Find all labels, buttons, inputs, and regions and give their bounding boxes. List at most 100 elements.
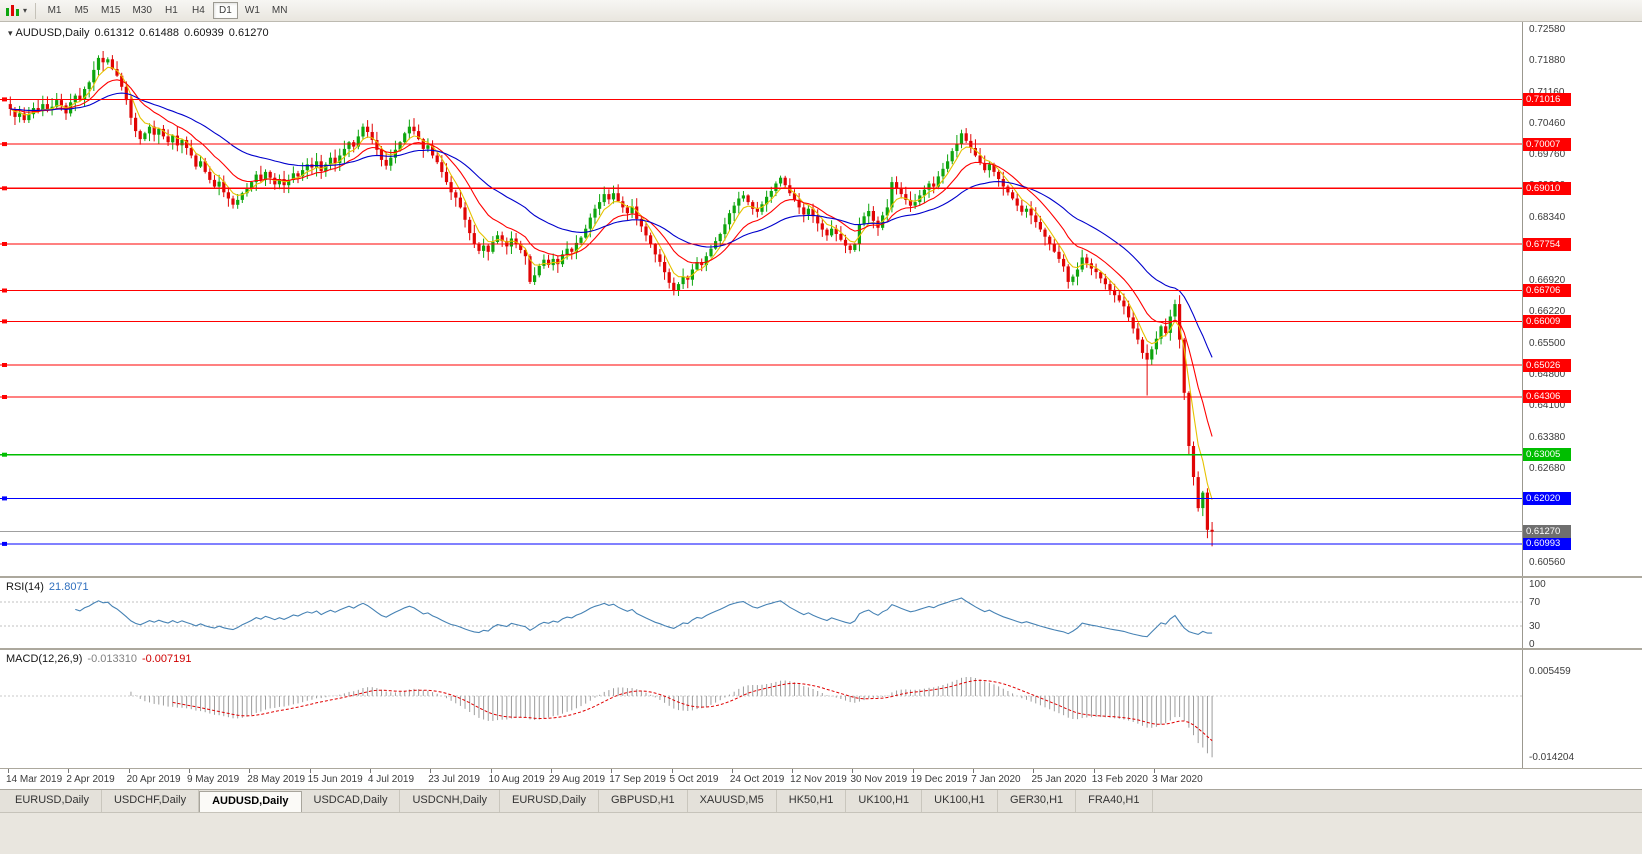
line-handle[interactable] (2, 186, 7, 191)
chart-tab-fra40-h1[interactable]: FRA40,H1 (1076, 790, 1153, 812)
timeframe-buttons: M1 M5 M15 M30 H1 H4 D1 W1 MN (41, 2, 293, 19)
price-badge-0.70007: 0.70007 (1523, 137, 1571, 151)
timeframe-button-d1[interactable]: D1 (212, 2, 238, 19)
chart-tab-ger30-h1[interactable]: GER30,H1 (998, 790, 1077, 812)
chart-tab-bar: EURUSD,Daily USDCHF,Daily AUDUSD,Daily USDC… (0, 789, 1642, 812)
price-axis-label: 0.71160 (1529, 87, 1564, 99)
rsi-axis-label: 70 (1529, 597, 1541, 608)
line-handle[interactable] (2, 319, 7, 324)
time-axis-tick (792, 769, 794, 773)
time-axis-label: 28 May 2019 (247, 774, 306, 785)
time-axis-label: 29 Aug 2019 (548, 774, 606, 785)
timeframe-button-h4[interactable]: H4 (192, 5, 205, 16)
chart-type-icon[interactable] (5, 4, 21, 18)
time-axis-label: 24 Oct 2019 (729, 774, 785, 785)
line-handle[interactable] (2, 142, 7, 147)
line-handle[interactable] (2, 288, 7, 293)
timeframe-button-w1[interactable]: W1 (244, 5, 260, 16)
time-axis[interactable]: 14 Mar 2019 2 Apr 2019 20 Apr 2019 9 May 20… (0, 769, 1522, 789)
price-chart-panel[interactable] (0, 22, 1522, 576)
time-axis-label: 4 Jul 2019 (367, 774, 415, 785)
time-axis-label: 17 Sep 2019 (609, 774, 666, 785)
ohlc-low: 0.60939 (184, 27, 224, 39)
rsi-name: RSI(14) (6, 581, 44, 593)
line-handle[interactable] (2, 496, 7, 501)
line-handle[interactable] (2, 363, 7, 367)
chart-tab-eurusd-daily[interactable]: EURUSD,Daily (500, 790, 599, 812)
rsi-panel[interactable] (0, 578, 1522, 648)
time-axis-tick (430, 769, 432, 773)
time-axis-label: 25 Jan 2020 (1031, 774, 1087, 785)
price-axis-label: 0.72580 (1529, 23, 1566, 35)
price-axis-label: 0.63380 (1529, 432, 1566, 444)
chart-tab-audusd-daily[interactable]: AUDUSD,Daily (199, 791, 302, 812)
timeframe-button-m15[interactable]: M15 (101, 5, 121, 16)
price-axis-label: 0.62680 (1529, 463, 1566, 475)
time-axis-label: 2 Apr 2019 (66, 774, 115, 785)
ohlc-open: 0.61312 (94, 27, 135, 39)
chart-tab-xauusd-m5[interactable]: XAUUSD,M5 (688, 790, 777, 812)
chevron-down-icon[interactable]: ▾ (23, 6, 28, 15)
line-handle[interactable] (2, 242, 7, 246)
toolbar-separator (35, 2, 37, 19)
price-badge-0.65026: 0.65026 (1523, 358, 1571, 372)
timeframe-button-h1[interactable]: H1 (165, 5, 178, 16)
price-badge-0.64306: 0.64306 (1523, 390, 1571, 404)
time-axis-tick (550, 769, 552, 773)
line-handle[interactable] (2, 97, 7, 102)
time-axis-tick (490, 769, 492, 773)
time-axis-tick (973, 769, 975, 773)
time-axis-tick (611, 769, 613, 773)
price-axis-label: 0.66920 (1529, 275, 1566, 287)
rsi-value: 21.8071 (48, 581, 89, 593)
time-axis-label: 5 Oct 2019 (669, 774, 719, 785)
chart-tab-usdcnh-daily[interactable]: USDCNH,Daily (400, 790, 501, 812)
ma-slow-blue-line (10, 92, 1213, 358)
time-axis-tick (188, 769, 190, 773)
price-axis-label: 0.64100 (1529, 400, 1566, 412)
panel-separator-macd[interactable] (0, 648, 1642, 650)
price-badge-0.62020: 0.62020 (1523, 491, 1571, 505)
line-handle[interactable] (2, 395, 7, 399)
price-badge-0.71016: 0.71016 (1523, 92, 1571, 106)
timeframe-button-mn[interactable]: MN (271, 5, 288, 16)
line-handle[interactable] (2, 452, 7, 457)
time-axis-label: 20 Apr 2019 (126, 774, 181, 785)
price-axis-label: 0.65500 (1529, 338, 1566, 350)
time-axis-tick (671, 769, 673, 773)
price-badge-0.66009: 0.66009 (1523, 314, 1571, 328)
chart-tab-gbpusd-h1[interactable]: GBPUSD,H1 (599, 790, 688, 812)
macd-panel[interactable] (0, 650, 1522, 768)
chart-tab-usdchf-daily[interactable]: USDCHF,Daily (102, 790, 200, 812)
time-axis-tick (731, 769, 733, 773)
time-axis-label: 3 Mar 2020 (1152, 774, 1203, 785)
chart-tab-eurusd-daily[interactable]: EURUSD,Daily (3, 790, 102, 812)
price-axis-label: 0.66220 (1529, 306, 1566, 318)
time-axis-tick (369, 769, 371, 773)
chart-tab-usdcad-daily[interactable]: USDCAD,Daily (302, 790, 401, 812)
timeframe-toolbar: ▾ M1 M5 M15 M30 H1 H4 D1 W1 MN (0, 0, 1642, 22)
time-axis-separator (0, 768, 1642, 769)
panel-separator-rsi[interactable] (0, 576, 1642, 578)
timeframe-button-m1[interactable]: M1 (47, 5, 62, 16)
chart-tab-uk100-h1[interactable]: UK100,H1 (922, 790, 998, 812)
price-axis-label: 0.68340 (1529, 212, 1566, 224)
timeframe-button-m30[interactable]: M30 (132, 5, 152, 16)
price-badge-0.60993: 0.60993 (1523, 537, 1571, 551)
macd-axis-min: -0.014204 (1529, 752, 1575, 763)
macd-signal-value: -0.007191 (141, 653, 192, 665)
bid-price-badge: 0.61270 (1523, 525, 1571, 539)
price-axis-label: 0.69760 (1529, 149, 1566, 161)
chart-tab-uk100-h1[interactable]: UK100,H1 (846, 790, 923, 812)
time-axis-tick (128, 769, 130, 773)
line-handle[interactable] (2, 541, 7, 546)
chart-symbol-period: AUDUSD,Daily (15, 27, 90, 39)
rsi-label: RSI(14) 21.8071 (6, 581, 89, 593)
time-axis-tick (249, 769, 251, 773)
macd-main-value: -0.013310 (87, 653, 137, 665)
time-axis-label: 15 Jun 2019 (307, 774, 363, 785)
chart-tab-hk50-h1[interactable]: HK50,H1 (777, 790, 847, 812)
price-axis-label: 0.70460 (1529, 118, 1566, 130)
timeframe-button-m5[interactable]: M5 (74, 5, 89, 16)
